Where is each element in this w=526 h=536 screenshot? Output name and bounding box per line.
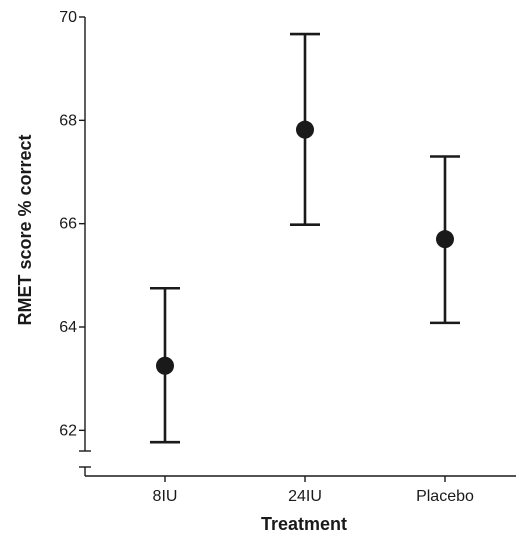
error-bar-8iu <box>150 286 180 444</box>
x-axis: 8IU 24IU Placebo <box>85 475 516 505</box>
y-tick-label: 70 <box>59 9 77 26</box>
y-ticks: 62 64 66 68 70 <box>59 9 85 439</box>
y-axis: 62 64 66 68 70 <box>59 9 91 476</box>
x-tick-label: Placebo <box>416 488 474 505</box>
x-tick-label: 24IU <box>288 488 322 505</box>
mean-point-24iu <box>296 120 314 139</box>
data-marks <box>150 32 460 444</box>
x-ticks: 8IU 24IU Placebo <box>153 476 474 505</box>
mean-point-placebo <box>436 230 454 249</box>
error-bar-24iu <box>290 32 320 226</box>
y-axis-title: RMET score % correct <box>15 134 35 325</box>
y-tick-label: 68 <box>59 112 77 129</box>
x-axis-title: Treatment <box>261 514 347 534</box>
y-tick-label: 64 <box>59 319 77 336</box>
error-bar-placebo <box>430 155 460 325</box>
x-tick-label: 8IU <box>153 488 178 505</box>
y-tick-label: 66 <box>59 216 77 233</box>
y-tick-label: 62 <box>59 422 77 439</box>
mean-point-8iu <box>156 356 174 375</box>
